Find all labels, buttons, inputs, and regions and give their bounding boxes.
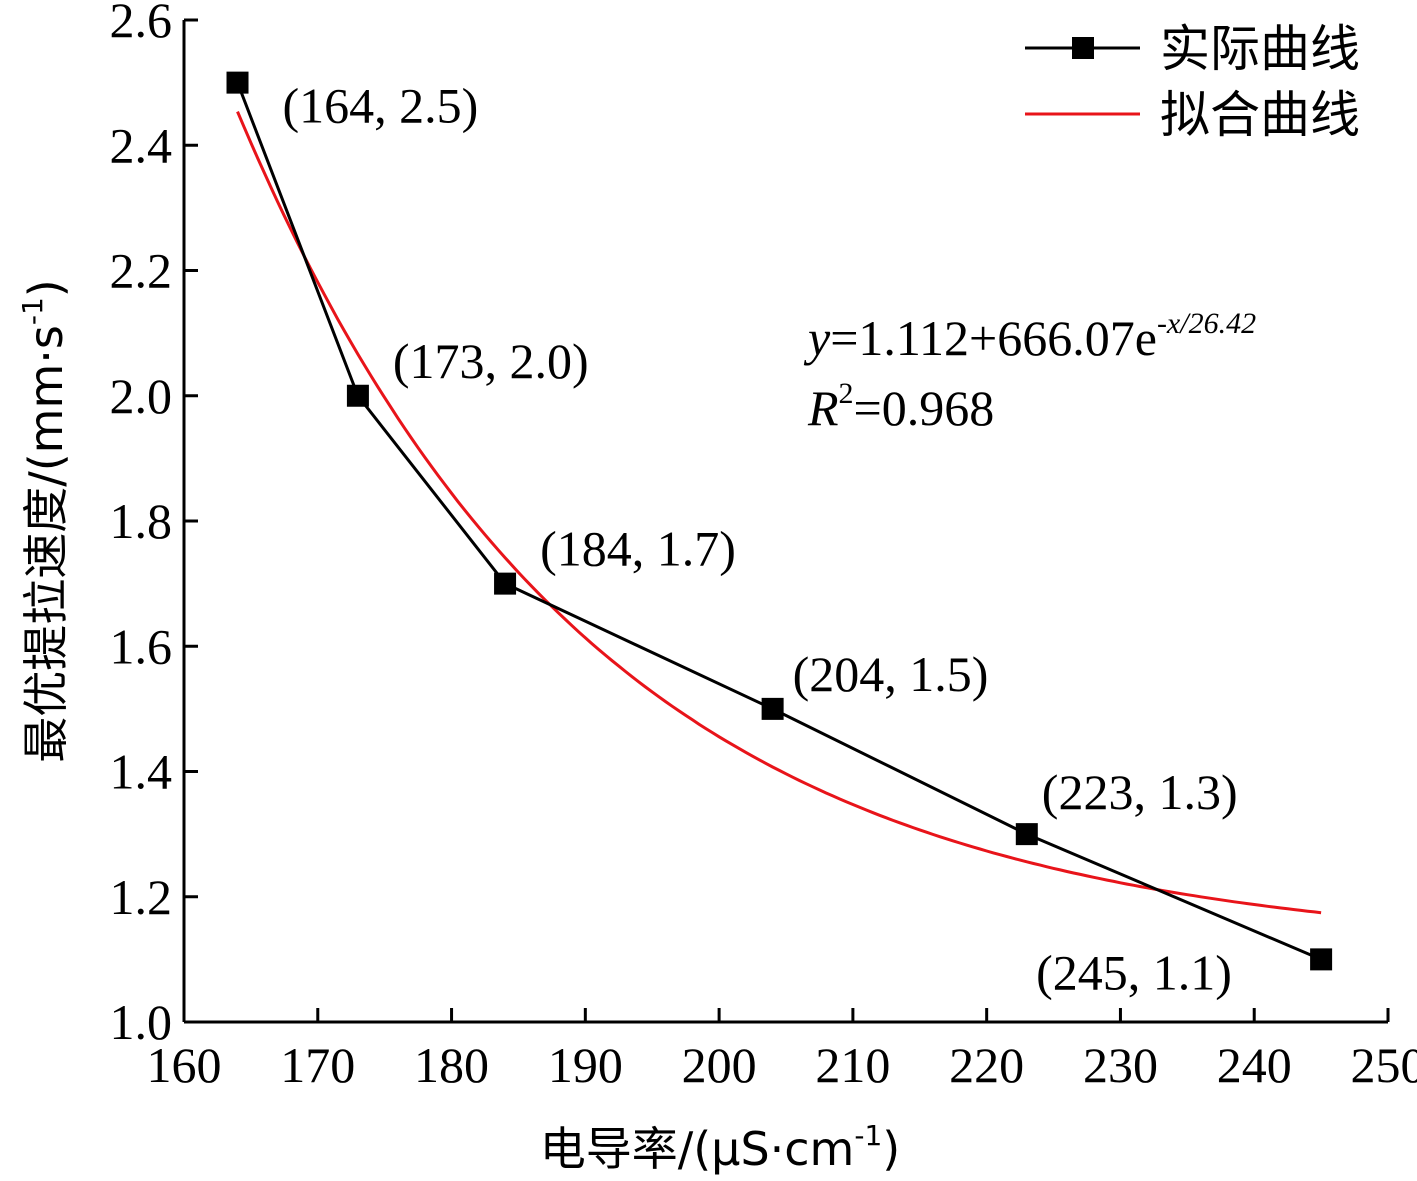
point-labels: (164, 2.5) (173, 2.0) (184, 1.7) (204, 1.5)… [283, 78, 1238, 1001]
actual-data-point [761, 697, 784, 720]
x-tick-label: 250 [1351, 1037, 1417, 1093]
y-tick-label: 2.4 [110, 117, 173, 173]
y-tick-label: 2.0 [110, 368, 173, 424]
data-point-label: (245, 1.1) [1036, 944, 1232, 1000]
r-squared: R2=0.968 [807, 377, 994, 436]
fit-equation-exponent: -x/26.42 [1157, 307, 1256, 340]
actual-data-point [1310, 948, 1333, 971]
actual-data-point [346, 384, 369, 407]
x-tick-label: 200 [682, 1037, 757, 1093]
data-point-label: (184, 1.7) [540, 521, 736, 577]
x-tick-label: 230 [1083, 1037, 1158, 1093]
actual-curve-line [236, 82, 1322, 961]
x-axis-title-close: ) [882, 1122, 900, 1176]
legend-actual-label: 实际曲线 [1160, 20, 1360, 78]
x-tick-label: 180 [414, 1037, 489, 1093]
x-tick-label: 170 [280, 1037, 355, 1093]
x-tick-label: 240 [1217, 1037, 1292, 1093]
data-point-label: (223, 1.3) [1042, 764, 1238, 820]
x-tick-label: 210 [815, 1037, 890, 1093]
r-squared-sup: 2 [839, 377, 854, 410]
legend-fit-label: 拟合曲线 [1160, 86, 1360, 144]
actual-data-point [494, 572, 517, 595]
y-tick-label: 1.0 [110, 994, 173, 1050]
x-axis-title-sup: -1 [854, 1119, 882, 1152]
y-tick-label: 2.6 [110, 0, 173, 48]
x-ticks: 160 170 180 190 200 210 220 230 240 250 [147, 1008, 1417, 1093]
actual-curve-markers [226, 71, 1333, 971]
fit-equation-y: y [803, 310, 831, 366]
x-tick-label: 220 [949, 1037, 1024, 1093]
r-squared-r: R [807, 380, 839, 436]
legend: 实际曲线 拟合曲线 [1025, 20, 1360, 144]
y-tick-label: 1.6 [110, 618, 173, 674]
data-point-label: (204, 1.5) [793, 646, 989, 702]
y-axis-title-sup: -1 [16, 297, 49, 325]
x-axis-title-main: 电导率/(μS·cm [540, 1122, 855, 1176]
fitted-curve [236, 111, 1322, 915]
actual-data-point [1015, 823, 1038, 846]
x-tick-label: 160 [147, 1037, 222, 1093]
y-axis-title-close: ) [19, 279, 73, 297]
fit-equation-body: =1.112+666.07e [830, 310, 1157, 366]
y-ticks: 1.0 1.2 1.4 1.6 1.8 2.0 2.2 2.4 2.6 [110, 0, 198, 1050]
y-tick-label: 1.8 [110, 493, 173, 549]
y-tick-label: 1.2 [110, 869, 173, 925]
y-axis-title-main: 最优提拉速度/(mm·s [19, 325, 73, 763]
x-axis-title: 电导率/(μS·cm-1) [540, 1119, 901, 1176]
y-tick-label: 2.2 [110, 243, 173, 299]
r-squared-value: =0.968 [854, 380, 995, 436]
x-tick-label: 190 [548, 1037, 623, 1093]
actual-data-point [226, 71, 249, 94]
y-tick-label: 1.4 [110, 744, 173, 800]
data-point-label: (164, 2.5) [283, 78, 479, 134]
legend-actual-marker [1072, 37, 1094, 59]
y-axis-title: 最优提拉速度/(mm·s-1) [16, 279, 73, 763]
data-point-label: (173, 2.0) [393, 333, 589, 389]
fit-equation: y=1.112+666.07e-x/26.42 [803, 307, 1256, 366]
